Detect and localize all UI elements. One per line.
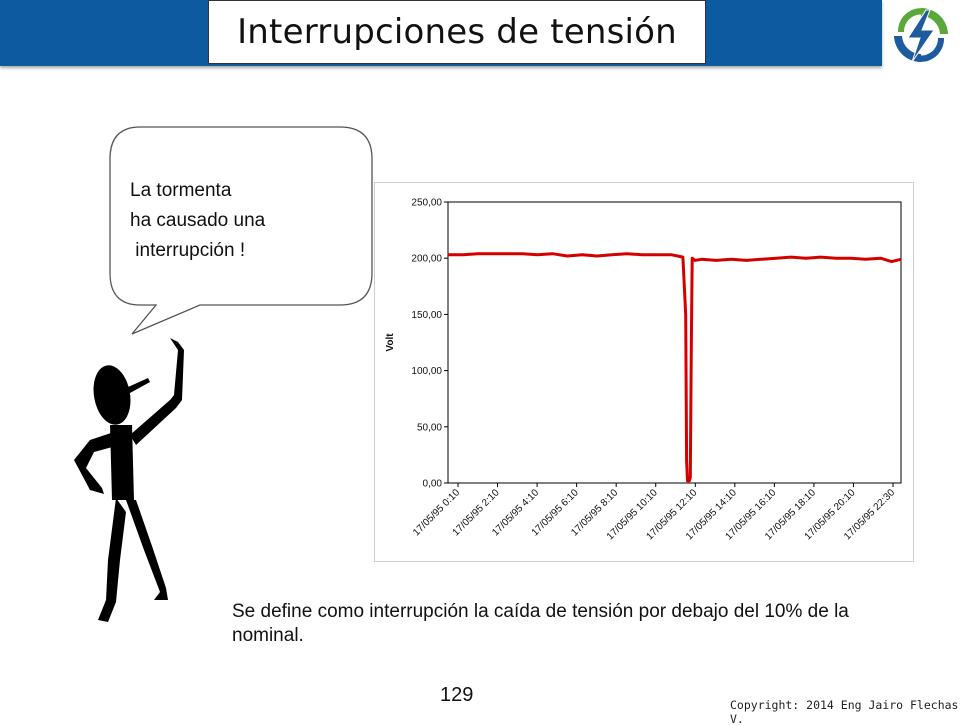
speech-bubble-text: La tormenta ha causado una interrupción … [130,180,266,261]
y-axis-label: Volt [385,333,396,352]
y-tick-label: 50,00 [417,422,442,433]
voltage-chart: 0,0050,00100,00150,00200,00250,00Volt17/… [385,198,902,542]
y-tick-label: 0,00 [423,479,443,490]
page-number: 129 [440,684,474,706]
plot-area [447,201,902,484]
definition-caption: Se define como interrupción la caída de … [232,601,849,646]
y-tick-label: 250,00 [411,198,442,209]
chart-panel: 0,00 50,00 100,00 150,00 200,00 250,00 Volt 17/… [375,183,913,561]
speech-bubble [109,126,373,335]
stick-figure-illustration [74,338,184,622]
voltage-series-line [448,252,902,483]
title-box: Interrupciones de tensión [208,0,706,64]
page-title: Interrupciones de tensión [237,12,677,52]
lightning-bolt-icon [894,7,948,63]
copyright-notice: Copyright: 2014 Eng Jairo Flechas V. [730,698,959,726]
y-tick-label: 200,00 [411,254,442,265]
y-tick-label: 150,00 [411,310,442,321]
y-tick-label: 100,00 [411,366,442,377]
